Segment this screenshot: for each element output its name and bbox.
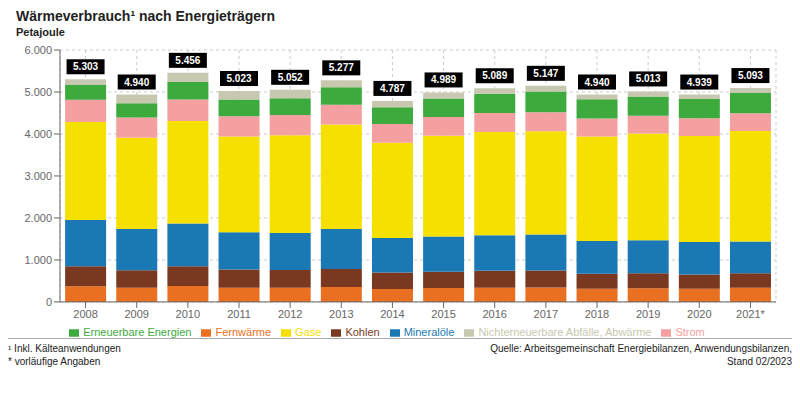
svg-text:2019: 2019 — [636, 308, 660, 320]
svg-text:2.000: 2.000 — [24, 212, 52, 224]
svg-text:2009: 2009 — [124, 308, 148, 320]
html-text:Strom: Strom — [675, 325, 705, 338]
svg-text:4.989: 4.989 — [431, 74, 456, 85]
html-text:Fernwärme: Fernwärme — [215, 325, 272, 338]
svg-text:2011: 2011 — [227, 308, 251, 320]
html-text:Wärmeverbrauch¹ nach Energietr: Wärmeverbrauch¹ nach Energieträgern — [16, 8, 276, 24]
html-text:* vorläufige Angaben: * vorläufige Angaben — [8, 356, 101, 367]
html-text:Quelle: Arbeitsgemeinschaft En: Quelle: Arbeitsgemeinschaft Energiebilan… — [490, 343, 792, 367]
html-text:Nichterneuerbare Abfälle, Abwä: Nichterneuerbare Abfälle, Abwärme — [478, 325, 652, 338]
svg-text:5.052: 5.052 — [278, 72, 303, 83]
svg-text:4.939: 4.939 — [687, 77, 712, 88]
svg-text:5.089: 5.089 — [482, 70, 507, 81]
svg-text:4.000: 4.000 — [24, 128, 52, 140]
svg-text:2017: 2017 — [534, 308, 558, 320]
svg-text:5.277: 5.277 — [329, 62, 354, 73]
html-text:Mineralöle: Mineralöle — [403, 325, 455, 338]
svg-text:4.787: 4.787 — [380, 83, 405, 94]
svg-text:2015: 2015 — [431, 308, 455, 320]
svg-text:2013: 2013 — [329, 308, 353, 320]
svg-text:5.023: 5.023 — [226, 73, 251, 84]
svg-text:2012: 2012 — [278, 308, 302, 320]
html-text:Kohlen: Kohlen — [345, 325, 380, 338]
html-text:¹ Inkl. Kälteanwendungen: ¹ Inkl. Kälteanwendungen — [8, 343, 121, 354]
svg-text:5.000: 5.000 — [24, 86, 52, 98]
html-text:Gase: Gase — [295, 325, 322, 338]
svg-text:4.940: 4.940 — [124, 77, 149, 88]
svg-text:5.456: 5.456 — [175, 55, 200, 66]
svg-text:2010: 2010 — [176, 308, 200, 320]
svg-text:4.940: 4.940 — [584, 77, 609, 88]
svg-text:3.000: 3.000 — [24, 170, 52, 182]
svg-text:2014: 2014 — [380, 308, 404, 320]
svg-text:2016: 2016 — [482, 308, 506, 320]
svg-text:0: 0 — [46, 296, 52, 308]
svg-text:1.000: 1.000 — [24, 254, 52, 266]
svg-text:2008: 2008 — [73, 308, 97, 320]
html-text:Petajoule: Petajoule — [16, 26, 65, 38]
svg-text:6.000: 6.000 — [24, 44, 52, 56]
svg-text:5.303: 5.303 — [73, 61, 98, 72]
svg-text:2018: 2018 — [585, 308, 609, 320]
html-text:Erneuerbare Energien: Erneuerbare Energien — [83, 325, 192, 338]
svg-text:2020: 2020 — [687, 308, 711, 320]
svg-text:2021*: 2021* — [736, 308, 765, 320]
svg-text:5.093: 5.093 — [738, 70, 763, 81]
svg-text:5.147: 5.147 — [533, 68, 558, 79]
svg-text:5.013: 5.013 — [636, 73, 661, 84]
